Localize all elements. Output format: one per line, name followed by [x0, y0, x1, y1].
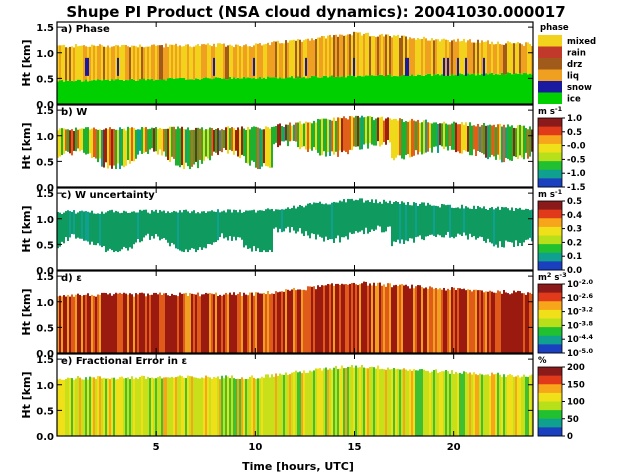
x-tick-label: 15 — [348, 442, 362, 453]
colorbar-unit: m s-1 — [538, 188, 563, 200]
colorbar-swatch — [538, 92, 562, 104]
y-tick-label: 0.0 — [36, 349, 54, 360]
colorbar-label: 0 — [567, 432, 573, 442]
y-tick-label: 1.0 — [36, 215, 54, 226]
y-tick-label: 0.0 — [36, 266, 54, 277]
colorbar: 1.0 0.5 -0.0 -0.5 -1.0 -1.5 m s-1 — [537, 105, 586, 193]
colorbar-label: 1.0 — [567, 114, 582, 124]
panel-5: 1.5 1.0 0.5 0.0 Ht [km] e) Fractional Error i… — [20, 353, 585, 453]
colorbar-label: ice — [567, 94, 581, 104]
colorbar-label: 200 — [567, 363, 585, 373]
y-tick-label: 1.5 — [36, 272, 54, 283]
panel-label: b) W — [61, 107, 87, 118]
panels: 1.51.00.50.0Ht [km]a) Phasemixedraindrzl… — [20, 21, 596, 453]
y-tick-label: 1.5 — [36, 23, 54, 34]
y-tick-label: 0.5 — [36, 406, 54, 417]
colorbar-label: liq — [567, 71, 579, 81]
colorbar-label: 10-5.0 — [567, 347, 594, 359]
plot-frame — [56, 353, 534, 437]
panel-label: a) Phase — [61, 24, 110, 35]
colorbar-label: 150 — [567, 380, 585, 390]
colorbar: 0.5 0.4 0.3 0.2 0.1 0.0 m s-1 — [537, 188, 582, 276]
colorbar-label: 0.3 — [567, 225, 582, 235]
panel-3: 1.51.00.50.0Ht [km]c) W uncertainty0.50.… — [20, 187, 582, 277]
y-tick-label: 0.5 — [36, 323, 54, 334]
colorbar-label: 0.0 — [567, 266, 582, 276]
figure-title: Shupe PI Product (NSA cloud dynamics): 2… — [66, 3, 565, 21]
colorbar-label: -1.5 — [567, 183, 586, 193]
colorbar-label: 0.4 — [567, 211, 582, 221]
colorbar-label: 0.5 — [567, 197, 582, 207]
colorbar-label: 50 — [567, 415, 579, 425]
y-tick-label: 0.5 — [36, 240, 54, 251]
y-tick-label: 1.5 — [36, 189, 54, 200]
colorbar-unit: m s-1 — [538, 105, 563, 117]
colorbar-label: 10-4.4 — [567, 333, 594, 345]
panel-2: 1.5 1.0 0.5 0.0 Ht [km] b) W 1.0 0.5 -0.0 -0.5 -1.… — [20, 104, 586, 194]
panel-label: d) ε — [61, 273, 82, 284]
colorbar-label: 0.1 — [567, 252, 582, 262]
colorbar-swatch — [538, 58, 562, 70]
colorbar-label: -0.5 — [567, 155, 586, 165]
y-tick-label: 0.5 — [36, 157, 54, 168]
colorbar-swatch — [538, 46, 562, 58]
colorbar-label: mixed — [567, 37, 596, 47]
colorbar: 200 150 100 50 0% — [537, 356, 585, 442]
plot-frame — [56, 104, 534, 188]
y-tick-label: 1.0 — [36, 381, 54, 392]
colorbar-label: 10-2.6 — [567, 292, 594, 304]
panel-label: e) Fractional Error in ε — [61, 356, 187, 367]
colorbar-unit: m2 s-3 — [538, 271, 567, 283]
colorbar-label: -0.0 — [567, 142, 586, 152]
colorbar-swatch — [538, 35, 562, 47]
colorbar-swatch — [538, 69, 562, 81]
x-tick-label: 5 — [153, 442, 160, 453]
colorbar-label: 0.2 — [567, 238, 582, 248]
y-axis-label: Ht [km] — [20, 371, 33, 418]
colorbar-label: 100 — [567, 398, 585, 408]
y-tick-label: 1.5 — [36, 355, 54, 366]
y-tick-label: 0.5 — [36, 74, 54, 85]
colorbar-label: rain — [567, 48, 586, 58]
y-axis-label: Ht [km] — [20, 205, 33, 252]
colorbar-label: snow — [567, 83, 592, 93]
y-tick-label: 0.0 — [36, 183, 54, 194]
colorbar-unit: % — [538, 356, 547, 366]
y-tick-label: 1.5 — [36, 106, 54, 117]
y-axis-label: Ht [km] — [20, 288, 33, 335]
panel-4: 1.5 1.0 0.5 0.0 Ht [km] d) ε 10-2.0 10-2.6 10-3.… — [20, 270, 594, 360]
plot-frame — [56, 270, 534, 354]
y-tick-label: 1.0 — [36, 132, 54, 143]
colorbar-label: -1.0 — [567, 169, 586, 179]
colorbar-swatch — [538, 81, 562, 93]
colorbar-label: 0.5 — [567, 128, 582, 138]
plot-frame — [56, 21, 534, 105]
y-tick-label: 0.0 — [36, 100, 54, 111]
colorbar: 10-2.0 10-2.6 10-3.210-3.8 10-4.4 10-5.0 m2 s… — [537, 271, 594, 359]
x-tick-label: 20 — [447, 442, 461, 453]
x-axis-label: Time [hours, UTC] — [242, 460, 354, 473]
colorbar-label: 10-2.0 — [567, 278, 594, 290]
colorbar-label: 10-3.2 — [567, 306, 593, 318]
plot-frame — [56, 187, 534, 271]
y-tick-label: 0.0 — [36, 432, 54, 443]
panel-label: c) W uncertainty — [61, 190, 155, 201]
y-tick-label: 1.0 — [36, 49, 54, 60]
colorbar-title: phase — [540, 23, 569, 33]
y-axis-label: Ht [km] — [20, 39, 33, 86]
colorbar-label: 10-3.8 — [567, 319, 594, 331]
x-tick-label: 10 — [248, 442, 262, 453]
colorbar-label: drz — [567, 60, 582, 70]
y-axis-label: Ht [km] — [20, 122, 33, 169]
y-tick-label: 1.0 — [36, 298, 54, 309]
